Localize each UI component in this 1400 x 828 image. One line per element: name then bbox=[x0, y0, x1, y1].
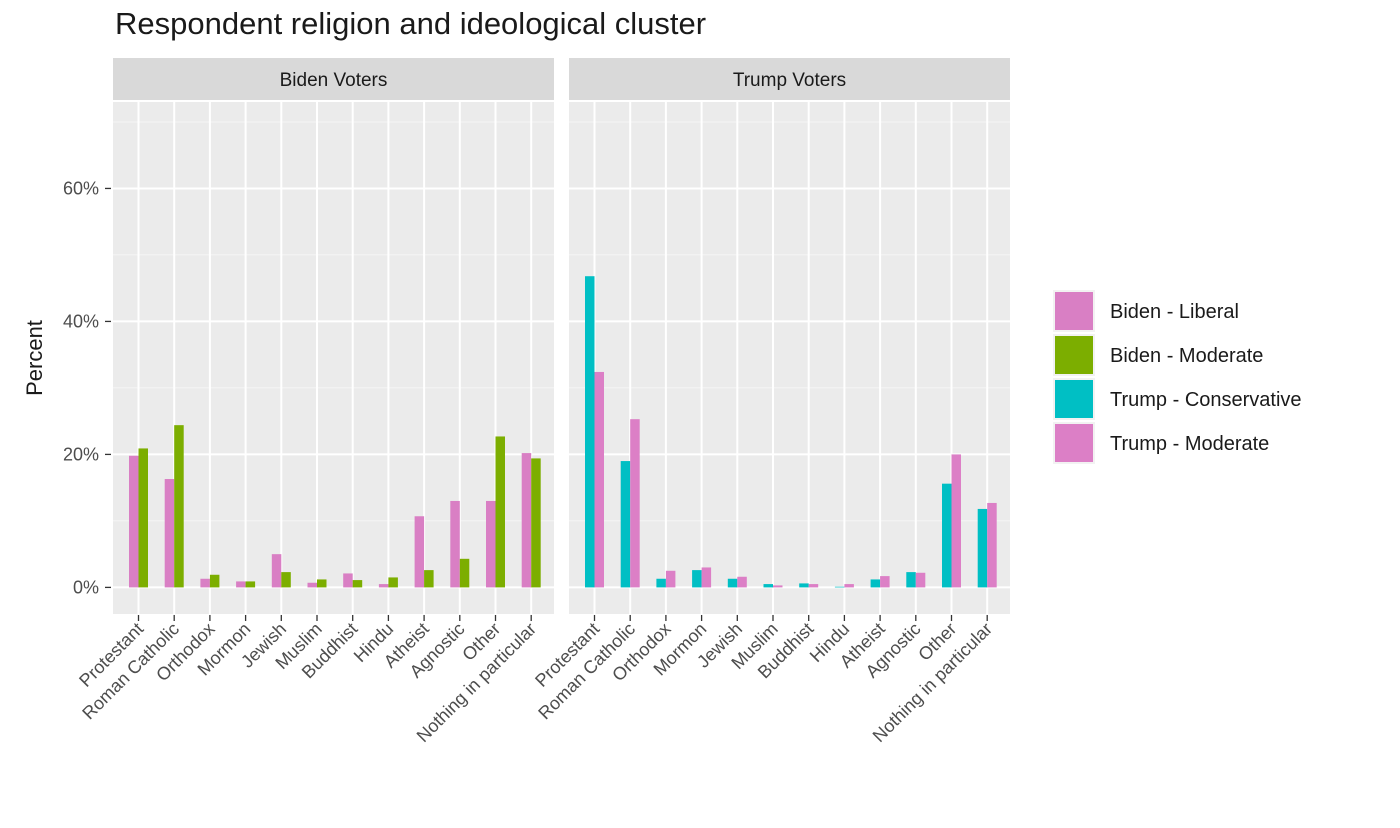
legend-label: Biden - Moderate bbox=[1110, 345, 1263, 367]
bar-biden-liberal-other bbox=[486, 500, 496, 588]
bar-biden-liberal-mormon bbox=[236, 581, 246, 588]
bar-trump-conservative-orthodox bbox=[656, 578, 666, 588]
bar-trump-moderate-mormon bbox=[701, 567, 712, 588]
chart-title: Respondent religion and ideological clus… bbox=[115, 6, 707, 41]
bar-trump-conservative-protestant bbox=[585, 276, 595, 588]
bar-biden-moderate-atheist bbox=[424, 570, 434, 588]
bar-trump-conservative-hindu bbox=[834, 586, 845, 588]
y-axis-label: Percent bbox=[22, 320, 47, 396]
bar-biden-moderate-protestant bbox=[138, 448, 148, 588]
bar-biden-moderate-jewish bbox=[281, 572, 291, 588]
bar-trump-moderate-agnostic bbox=[915, 572, 926, 588]
bar-trump-conservative-atheist bbox=[870, 579, 881, 588]
bar-biden-moderate-roman-catholic bbox=[174, 425, 184, 588]
legend-swatch-biden-liberal bbox=[1055, 292, 1093, 330]
legend-label: Biden - Liberal bbox=[1110, 301, 1239, 323]
y-tick-label: 0% bbox=[73, 577, 99, 597]
bar-trump-moderate-other bbox=[951, 454, 961, 588]
bar-biden-liberal-hindu bbox=[378, 584, 389, 588]
facet-strip-label: Trump Voters bbox=[733, 70, 846, 91]
bar-trump-conservative-buddhist bbox=[799, 583, 809, 588]
panel-background-trump-voters bbox=[569, 102, 1010, 614]
bar-trump-moderate-protestant bbox=[594, 371, 604, 588]
bar-trump-moderate-roman-catholic bbox=[630, 419, 640, 588]
y-tick-label: 40% bbox=[63, 311, 99, 331]
bar-biden-liberal-nothing-in-particular bbox=[521, 453, 532, 588]
y-tick-label: 20% bbox=[63, 444, 99, 464]
bar-trump-moderate-nothing-in-particular bbox=[987, 502, 997, 588]
legend-swatch-trump-moderate bbox=[1055, 424, 1093, 462]
bar-biden-liberal-roman-catholic bbox=[164, 479, 175, 588]
bar-biden-moderate-buddhist bbox=[352, 580, 363, 588]
bar-biden-moderate-muslim bbox=[317, 579, 327, 588]
bar-trump-moderate-muslim bbox=[773, 585, 783, 588]
bar-trump-moderate-jewish bbox=[737, 576, 747, 588]
bar-trump-conservative-mormon bbox=[692, 570, 702, 588]
legend-label: Trump - Moderate bbox=[1110, 433, 1269, 455]
bar-trump-conservative-muslim bbox=[763, 584, 773, 588]
legend-swatch-trump-conservative bbox=[1055, 380, 1093, 418]
bar-trump-conservative-agnostic bbox=[906, 572, 916, 588]
bar-biden-liberal-buddhist bbox=[343, 573, 353, 588]
legend-swatch-biden-moderate bbox=[1055, 336, 1093, 374]
bar-trump-moderate-buddhist bbox=[808, 584, 819, 588]
bar-trump-moderate-hindu bbox=[844, 584, 854, 588]
facet-strip-biden-voters bbox=[113, 58, 554, 100]
bar-biden-liberal-muslim bbox=[307, 582, 317, 588]
bar-biden-liberal-orthodox bbox=[200, 578, 210, 588]
bar-trump-conservative-roman-catholic bbox=[620, 461, 631, 588]
bar-biden-liberal-agnostic bbox=[450, 500, 460, 588]
bar-biden-liberal-protestant bbox=[129, 455, 139, 588]
bar-trump-moderate-orthodox bbox=[665, 570, 676, 588]
facet-strip-label: Biden Voters bbox=[280, 70, 388, 91]
bar-biden-moderate-hindu bbox=[388, 577, 398, 588]
bar-biden-moderate-orthodox bbox=[209, 574, 220, 588]
legend-label: Trump - Conservative bbox=[1110, 389, 1302, 411]
bar-trump-moderate-atheist bbox=[880, 576, 890, 588]
bar-biden-moderate-mormon bbox=[245, 581, 256, 588]
bar-biden-moderate-agnostic bbox=[459, 558, 470, 588]
bar-trump-conservative-nothing-in-particular bbox=[977, 508, 988, 588]
bar-biden-moderate-nothing-in-particular bbox=[531, 458, 541, 588]
bar-biden-moderate-other bbox=[495, 436, 505, 588]
panel-background-biden-voters bbox=[113, 102, 554, 614]
bar-biden-liberal-atheist bbox=[414, 516, 425, 588]
y-tick-label: 60% bbox=[63, 178, 99, 198]
facet-strip-trump-voters bbox=[569, 58, 1010, 100]
bar-biden-liberal-jewish bbox=[271, 554, 282, 588]
bar-trump-conservative-jewish bbox=[727, 578, 738, 588]
bar-trump-conservative-other bbox=[942, 483, 952, 588]
